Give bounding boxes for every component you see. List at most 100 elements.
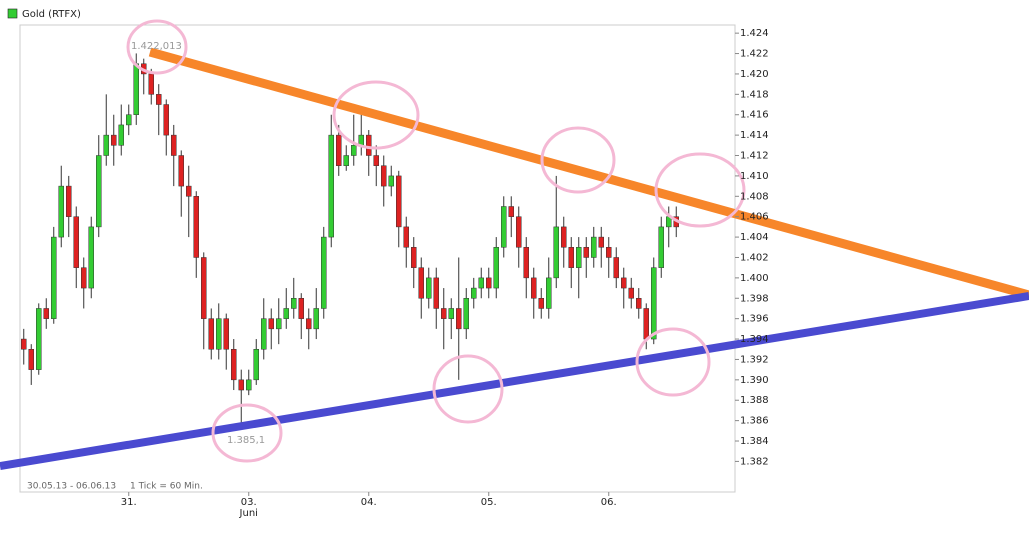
circle <box>635 327 711 397</box>
candle-body <box>36 308 42 370</box>
candle-body <box>253 348 259 381</box>
candle-body <box>336 134 342 166</box>
y-tick-label: 1.382 <box>740 456 769 467</box>
candle-body <box>411 247 417 268</box>
circle <box>126 19 188 75</box>
candle-body <box>21 338 27 350</box>
annotation: 1.422,013 <box>131 41 182 52</box>
annotation: 1.385,1 <box>227 435 265 446</box>
candle-body <box>118 124 124 146</box>
candle-body <box>171 134 177 156</box>
candle-body <box>501 206 507 248</box>
y-tick-label: 1.416 <box>740 110 769 121</box>
candle-body <box>433 277 439 309</box>
candle-body <box>351 145 357 156</box>
y-tick-label: 1.384 <box>740 436 769 447</box>
y-tick-label: 1.418 <box>740 89 769 100</box>
y-tick-label: 1.394 <box>740 334 769 345</box>
candle-body <box>178 155 184 187</box>
candle-body <box>66 185 72 217</box>
candle-body <box>111 134 117 146</box>
candle-body <box>658 226 664 268</box>
x-tick-label: 03. <box>241 497 257 508</box>
circle <box>540 126 616 194</box>
candle-body <box>358 134 364 146</box>
candle-body <box>193 196 199 258</box>
candle-body <box>81 267 87 289</box>
x-tick-label: 31. <box>121 497 137 508</box>
candle-body <box>156 94 162 105</box>
candle-body <box>73 216 79 268</box>
x-tick-label: 04. <box>361 497 377 508</box>
y-tick-label: 1.398 <box>740 293 769 304</box>
y-tick-label: 1.400 <box>740 273 769 284</box>
candle-body <box>223 318 229 350</box>
resistance-line <box>148 47 1029 300</box>
y-tick-label: 1.388 <box>740 395 769 406</box>
candle-body <box>148 73 154 95</box>
circle <box>211 403 283 463</box>
candle-body <box>523 247 529 279</box>
candle-body <box>448 308 454 319</box>
candle-body <box>643 308 649 340</box>
candle-body <box>598 236 604 248</box>
candle-body <box>28 348 34 370</box>
candle-body <box>381 165 387 187</box>
tick-info: 1 Tick = 60 Min. <box>130 482 203 492</box>
candle-body <box>163 104 169 136</box>
candle-body <box>531 277 537 299</box>
candle-body <box>261 318 267 350</box>
candle-body <box>463 298 469 330</box>
y-tick-label: 1.420 <box>740 69 769 80</box>
candle-body <box>583 247 589 258</box>
candle-body <box>216 318 222 350</box>
circle <box>432 354 504 424</box>
candle-body <box>396 175 402 228</box>
y-tick-label: 1.422 <box>740 49 769 60</box>
candle-body <box>186 185 192 197</box>
candle-body <box>418 267 424 299</box>
y-tick-label: 1.410 <box>740 171 769 182</box>
candles <box>21 53 679 430</box>
candle-body <box>441 308 447 319</box>
candle-body <box>478 277 484 289</box>
legend-label: Gold (RTFX) <box>22 9 81 20</box>
y-tick-label: 1.408 <box>740 191 769 202</box>
candle-body <box>268 318 274 330</box>
candle-body <box>238 379 244 391</box>
candle-body <box>628 287 634 299</box>
candle-body <box>246 379 252 391</box>
candle-body <box>103 134 109 156</box>
candle-body <box>201 257 207 319</box>
candle-body <box>276 318 282 330</box>
y-tick-label: 1.396 <box>740 314 769 325</box>
candle-body <box>96 155 102 228</box>
y-tick-label: 1.424 <box>740 28 769 39</box>
candle-body <box>538 298 544 309</box>
candle-body <box>486 277 492 289</box>
date-range: 30.05.13 - 06.06.13 <box>27 482 116 492</box>
candle-body <box>343 155 349 166</box>
candle-body <box>591 236 597 258</box>
candle-body <box>456 308 462 330</box>
candle-body <box>126 114 132 126</box>
y-tick-label: 1.414 <box>740 130 769 141</box>
circle <box>332 80 420 150</box>
candle-body <box>553 226 559 279</box>
x-tick-label: 06. <box>601 497 617 508</box>
candle-body <box>283 308 289 319</box>
x-tick-label: 05. <box>481 497 497 508</box>
legend-swatch <box>7 8 18 19</box>
plot-frame <box>19 24 736 493</box>
candle-body <box>561 226 567 248</box>
candle-body <box>321 236 327 309</box>
candle-body <box>621 277 627 289</box>
candle-body <box>403 226 409 248</box>
candle-body <box>636 298 642 309</box>
y-tick-label: 1.392 <box>740 354 769 365</box>
candle-body <box>291 298 297 309</box>
candle-body <box>426 277 432 299</box>
candle-body <box>208 318 214 350</box>
